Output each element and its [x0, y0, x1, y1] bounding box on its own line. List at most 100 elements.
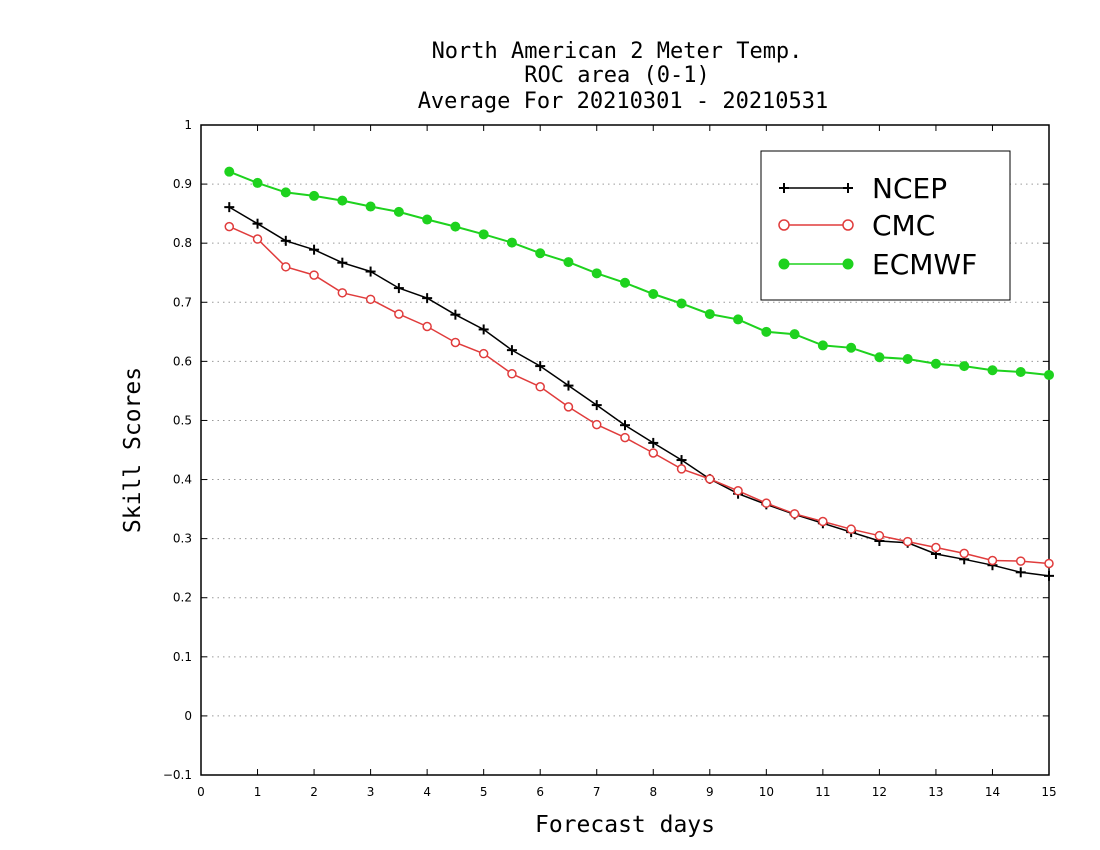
x-tick-label: 8 — [649, 785, 657, 799]
y-tick-label: 0.5 — [173, 413, 192, 427]
data-point-open-circle — [507, 369, 517, 379]
x-axis: 0 1 2 3 4 5 6 7 8 9 10 11 12 13 14 15 — [197, 125, 1057, 799]
y-tick-label: 0.3 — [173, 532, 192, 546]
y-tick-label: 1 — [184, 118, 192, 132]
data-point-filled-circle — [309, 190, 320, 201]
legend-label: CMC — [872, 209, 935, 242]
data-point-open-circle — [1015, 556, 1026, 566]
data-point-open-circle — [337, 288, 348, 298]
data-point-open-circle — [620, 432, 630, 443]
series-group — [224, 166, 1054, 581]
data-point-filled-circle — [337, 195, 348, 206]
data-point-filled-circle — [987, 365, 998, 376]
title-line-2: ROC area (0-1) — [524, 63, 709, 88]
data-point-open-circle — [591, 419, 602, 430]
y-tick-label: 0.4 — [173, 473, 192, 487]
data-point-open-circle — [733, 486, 743, 496]
x-axis-label: Forecast days — [535, 812, 715, 838]
series-line-ncep — [228, 206, 1050, 577]
data-point-open-circle — [478, 348, 489, 359]
data-point-open-circle — [394, 309, 404, 319]
data-point-filled-circle — [902, 354, 913, 364]
data-point-open-circle — [224, 221, 235, 232]
y-tick-label: 0 — [184, 709, 192, 723]
x-tick-label: 11 — [815, 785, 830, 799]
data-point-open-circle — [778, 219, 790, 231]
data-point-filled-circle — [591, 268, 602, 279]
data-point-filled-circle — [224, 166, 235, 177]
data-point-filled-circle — [733, 314, 744, 325]
data-point-open-circle — [846, 524, 856, 534]
data-point-filled-circle — [1044, 369, 1054, 380]
title-line-1: North American 2 Meter Temp. — [432, 39, 803, 64]
data-point-open-circle — [281, 262, 291, 272]
data-point-filled-circle — [704, 309, 715, 320]
data-point-open-circle — [874, 530, 885, 541]
data-point-open-circle — [450, 337, 461, 348]
x-tick-label: 1 — [254, 785, 262, 799]
data-point-filled-circle — [846, 342, 857, 353]
data-point-open-circle — [676, 464, 687, 474]
y-axis-label: Skill Scores — [120, 367, 146, 533]
y-tick-label: 0.1 — [173, 650, 192, 664]
data-point-open-circle — [705, 474, 715, 484]
data-point-filled-circle — [478, 229, 489, 240]
plot-frame — [200, 124, 1050, 776]
data-point-open-circle — [309, 270, 319, 280]
data-point-open-circle — [789, 509, 800, 519]
data-point-filled-circle — [506, 237, 517, 248]
data-point-filled-circle — [393, 206, 404, 217]
data-point-open-circle — [987, 555, 998, 566]
data-point-filled-circle — [1015, 367, 1026, 377]
data-point-filled-circle — [620, 277, 630, 288]
y-tick-label: 0.6 — [173, 354, 192, 368]
data-point-filled-circle — [252, 177, 263, 188]
x-tick-label: 9 — [706, 785, 714, 799]
x-tick-label: 6 — [536, 785, 544, 799]
data-point-open-circle — [842, 219, 854, 231]
data-point-open-circle — [252, 234, 263, 244]
data-point-filled-circle — [450, 221, 461, 232]
x-tick-label: 14 — [985, 785, 1000, 799]
x-tick-label: 2 — [310, 785, 318, 799]
data-point-open-circle — [931, 542, 941, 553]
legend-item-ncep: NCEP — [779, 172, 947, 205]
data-point-open-circle — [422, 321, 432, 332]
legend-items: NCEP CMC ECMWF — [778, 172, 977, 281]
y-tick-label: −0.1 — [163, 768, 192, 782]
data-point-open-circle — [535, 382, 545, 392]
data-point-open-circle — [902, 536, 913, 547]
data-point-filled-circle — [422, 214, 433, 225]
series-line-cmc — [228, 225, 1050, 565]
x-tick-label: 15 — [1041, 785, 1056, 799]
x-tick-label: 10 — [759, 785, 774, 799]
data-point-open-circle — [563, 402, 574, 412]
title-line-3: Average For 20210301 - 20210531 — [418, 89, 829, 114]
chart-title: North American 2 Meter Temp. ROC area (0… — [418, 39, 829, 114]
x-tick-label: 4 — [423, 785, 431, 799]
x-tick-label: 5 — [480, 785, 488, 799]
data-point-filled-circle — [874, 352, 885, 363]
data-point-filled-circle — [789, 329, 800, 340]
data-point-filled-circle — [563, 257, 574, 268]
x-tick-label: 13 — [928, 785, 943, 799]
data-point-open-circle — [648, 448, 659, 458]
data-point-filled-circle — [930, 358, 941, 369]
data-point-open-circle — [959, 548, 969, 559]
series-cmc — [224, 221, 1054, 569]
data-point-filled-circle — [817, 340, 828, 351]
data-point-open-circle — [1044, 558, 1054, 569]
data-point-open-circle — [761, 498, 772, 508]
legend-label: ECMWF — [872, 248, 977, 281]
y-tick-label: 0.9 — [173, 177, 192, 191]
data-point-filled-circle — [959, 361, 970, 372]
y-tick-label: 0.8 — [173, 236, 192, 250]
legend-box — [760, 150, 1011, 301]
data-point-filled-circle — [648, 289, 659, 299]
y-axis: −0.1 0 0.1 0.2 0.3 0.4 0.5 0.6 0.7 0.8 0.9 1 — [163, 118, 1049, 782]
x-tick-label: 3 — [367, 785, 375, 799]
series-ecmwf — [224, 166, 1054, 380]
x-tick-label: 0 — [197, 785, 205, 799]
data-point-filled-circle — [778, 258, 790, 270]
